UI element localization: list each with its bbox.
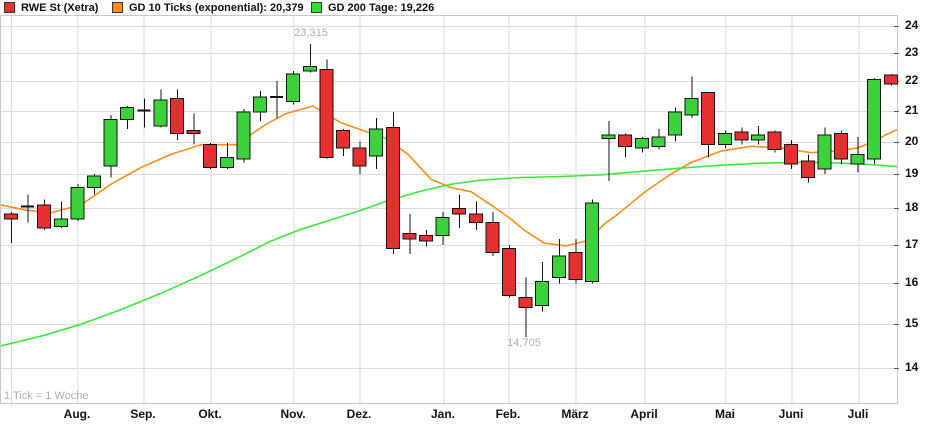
chart-canvas [1, 16, 899, 405]
candle-body [70, 187, 85, 220]
candle-body [668, 111, 682, 136]
candle-body [684, 98, 699, 116]
y-axis-price-label: 17 [905, 236, 919, 251]
y-axis-price-label: 19 [905, 166, 919, 181]
x-axis-month-label: Juni [778, 407, 804, 421]
x-axis-month-label: Sep. [130, 407, 156, 421]
candle-body [286, 73, 301, 103]
candle-body [253, 96, 267, 113]
candle-body [352, 147, 367, 167]
legend-swatch-icon [112, 2, 123, 13]
candle-body [319, 69, 334, 159]
candle-body [551, 255, 566, 278]
y-axis-price-label: 15 [905, 316, 919, 331]
candle-body [186, 130, 201, 135]
candle-body [651, 136, 666, 147]
x-axis-month-label: Mai [714, 407, 736, 421]
legend-label: GD 200 Tage: 19,226 [328, 1, 435, 14]
candle-body [784, 144, 799, 165]
candle-body [203, 144, 218, 168]
candle-body [535, 280, 550, 307]
x-axis-month-label: Jan. [430, 407, 456, 421]
y-axis-price-label: 18 [905, 200, 919, 215]
x-axis-month-label: Nov. [280, 407, 306, 421]
candle-body [468, 213, 483, 224]
x-axis-month-label: Feb. [495, 407, 521, 421]
candle-body [336, 130, 350, 149]
x-axis-month-label: Aug. [63, 407, 91, 421]
candle-body [120, 107, 135, 121]
candle-body [219, 157, 234, 168]
candle-body [103, 119, 118, 167]
candle-body [734, 131, 749, 141]
legend-item: GD 10 Ticks (exponential): 20,379 [112, 1, 304, 14]
legend-label: RWE St (Xetra) [21, 1, 99, 14]
plot-area [0, 15, 899, 405]
ma-line [1, 161, 898, 347]
tick-interval-note: 1 Tick = 1 Woche [4, 390, 89, 402]
y-axis-price-label: 20 [905, 133, 919, 148]
candle-body [817, 134, 832, 170]
candle-body [435, 216, 450, 236]
candle-body [385, 126, 400, 250]
legend-swatch-icon [4, 2, 15, 13]
y-axis-price-label: 22 [905, 72, 919, 87]
price-annotation: 23,315 [294, 27, 328, 39]
candle-body [37, 204, 52, 229]
candle-body [701, 92, 716, 146]
candle-body [601, 134, 616, 139]
candle-body [850, 153, 865, 165]
x-axis-month-label: Okt. [198, 407, 222, 421]
candle-body [4, 213, 18, 220]
candle-body [485, 222, 500, 253]
candle-body [87, 175, 101, 189]
candle-body [867, 79, 882, 160]
y-axis-price-label: 21 [905, 102, 919, 117]
y-axis-price-label: 16 [905, 275, 919, 290]
x-axis-month-label: April [630, 407, 658, 421]
candle-body [419, 234, 433, 242]
price-annotation: 14,705 [507, 337, 541, 349]
candle-body [717, 133, 732, 146]
candle-body [800, 160, 815, 178]
legend-item: RWE St (Xetra) [4, 1, 98, 14]
candle-body [170, 98, 184, 135]
candle-body [767, 131, 782, 151]
candle-body [518, 296, 533, 309]
y-axis-price-label: 14 [905, 360, 919, 375]
legend-label: GD 10 Ticks (exponential): 20,379 [129, 1, 304, 14]
candle-body [502, 248, 516, 296]
candle-body [302, 66, 317, 72]
candle-body [634, 137, 649, 149]
candle-body [369, 128, 384, 157]
candle-body [452, 207, 467, 215]
legend-item: GD 200 Tage: 19,226 [311, 1, 434, 14]
x-axis-month-label: Dez. [346, 407, 372, 421]
candle-body [618, 134, 633, 147]
candle-body [53, 218, 68, 227]
candle-body [236, 111, 251, 160]
candle-body [402, 233, 417, 240]
candle-body [153, 99, 168, 127]
legend: RWE St (Xetra) GD 10 Ticks (exponential):… [0, 0, 940, 15]
candle-body [834, 133, 848, 160]
candle-body [568, 251, 583, 280]
y-axis-price-label: 23 [905, 44, 919, 59]
legend-swatch-icon [311, 2, 322, 13]
candle-body [751, 134, 765, 141]
y-axis-price-label: 24 [905, 17, 919, 32]
x-axis-month-label: Juli [847, 407, 869, 421]
candle-body [883, 74, 898, 85]
x-axis-month-label: März [561, 407, 589, 421]
candle-body [585, 202, 599, 282]
